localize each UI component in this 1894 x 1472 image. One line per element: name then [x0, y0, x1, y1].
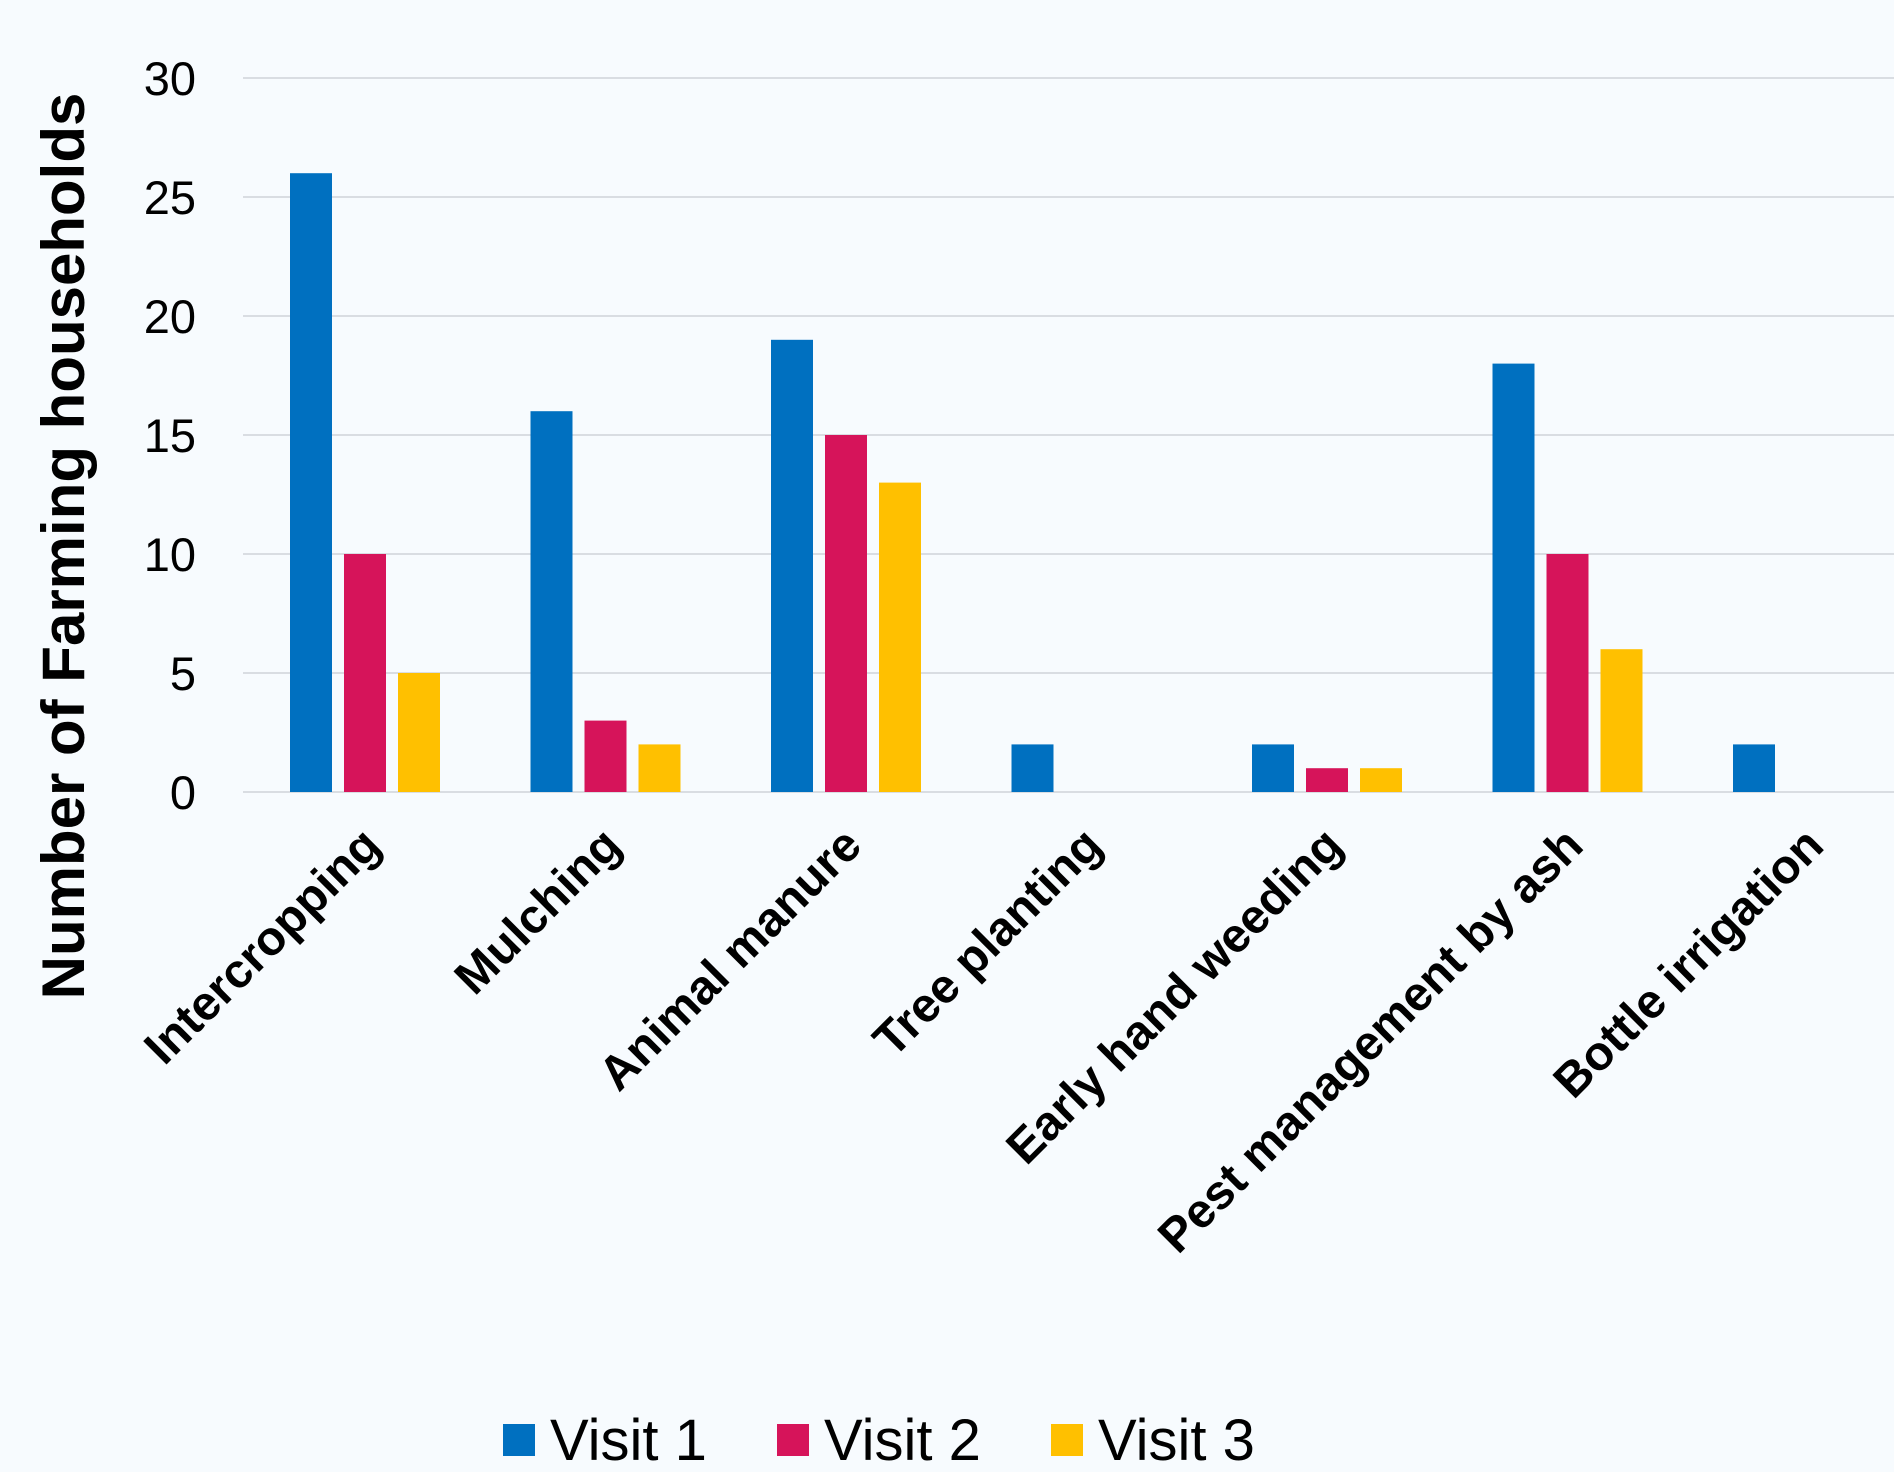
- legend-swatch: [777, 1424, 809, 1456]
- bar-animal-manure-visit-3: [879, 482, 921, 792]
- legend-label: Visit 2: [824, 1408, 981, 1472]
- bar-pest-management-by-ash-visit-3: [1600, 649, 1643, 792]
- y-tick-label: 5: [170, 647, 196, 700]
- legend-swatch: [1051, 1424, 1083, 1456]
- bar-mulching-visit-1: [530, 411, 573, 792]
- bar-early-hand-weeding-visit-1: [1252, 744, 1294, 792]
- y-tick-label: 15: [144, 409, 196, 462]
- bar-early-hand-weeding-visit-3: [1360, 768, 1402, 792]
- y-axis-title: Number of Farming households: [30, 93, 97, 1000]
- gridlines: [243, 77, 1894, 793]
- bar-bottle-irrigation-visit-1: [1733, 744, 1775, 792]
- y-tick-label: 10: [144, 528, 196, 581]
- bar-intercropping-visit-3: [398, 673, 440, 792]
- y-tick-label: 30: [144, 52, 196, 105]
- bar-animal-manure-visit-1: [771, 339, 813, 792]
- y-tick-label: 25: [144, 171, 196, 224]
- y-axis-ticks: 0 5 10 15 20 25 30: [144, 52, 196, 819]
- x-tick-label: Mulching: [445, 818, 631, 1004]
- legend: Visit 1 Visit 2 Visit 3: [503, 1408, 1255, 1472]
- y-tick-label: 0: [170, 766, 196, 819]
- bars: [290, 173, 1775, 792]
- x-tick-label: Animal manure: [589, 818, 872, 1101]
- legend-label: Visit 1: [550, 1408, 707, 1472]
- bar-intercropping-visit-2: [344, 554, 386, 792]
- bar-intercropping-visit-1: [290, 173, 332, 792]
- bar-tree-planting-visit-1: [1011, 744, 1054, 792]
- bar-mulching-visit-3: [638, 744, 681, 792]
- x-tick-label: Tree planting: [864, 818, 1113, 1067]
- bar-mulching-visit-2: [584, 720, 627, 792]
- legend-label: Visit 3: [1098, 1408, 1255, 1472]
- x-tick-label: Pest management by ash: [1148, 818, 1593, 1263]
- y-tick-label: 20: [144, 290, 196, 343]
- bar-early-hand-weeding-visit-2: [1306, 768, 1348, 792]
- x-tick-label: Intercropping: [135, 818, 391, 1074]
- bar-pest-management-by-ash-visit-1: [1492, 363, 1535, 792]
- legend-swatch: [503, 1424, 535, 1456]
- bar-animal-manure-visit-2: [825, 435, 867, 792]
- bar-pest-management-by-ash-visit-2: [1546, 554, 1589, 792]
